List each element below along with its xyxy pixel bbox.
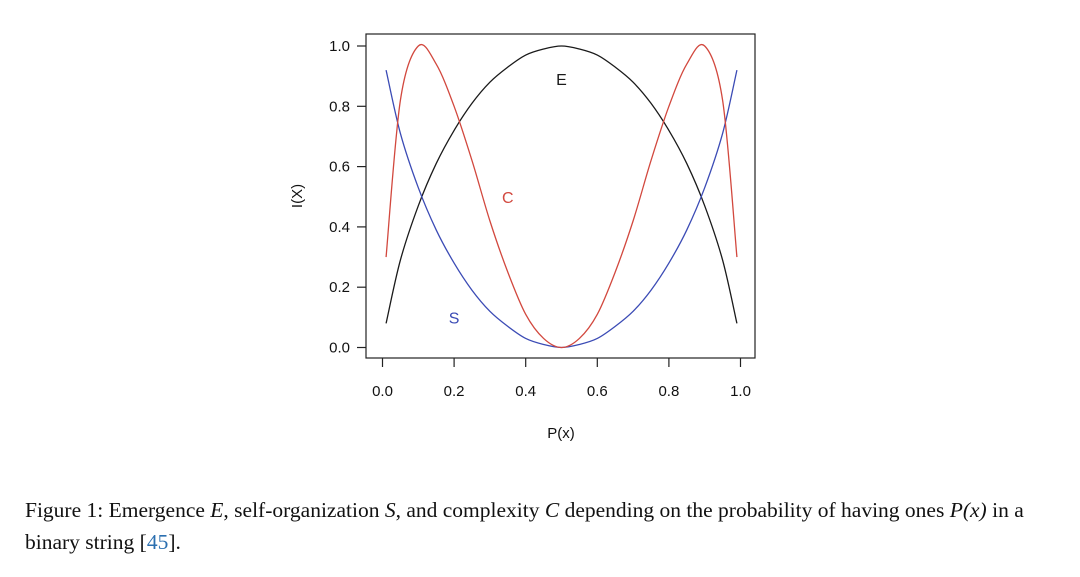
series-line-S bbox=[385, 69, 738, 349]
x-tick-label-3: 0.6 bbox=[587, 383, 608, 400]
series-label-S: S bbox=[449, 310, 460, 327]
series-line-C bbox=[385, 43, 738, 349]
y-tick-label-1: 0.2 bbox=[329, 279, 350, 296]
caption-part2: , self-organization bbox=[223, 498, 385, 522]
x-tick-label-4: 0.8 bbox=[658, 383, 679, 400]
series-group bbox=[385, 43, 738, 349]
y-tick-label-4: 0.8 bbox=[329, 98, 350, 115]
y-tick-label-5: 1.0 bbox=[329, 38, 350, 55]
x-tick-label-5: 1.0 bbox=[730, 383, 751, 400]
series-label-C: C bbox=[502, 190, 514, 207]
y-tick-label-2: 0.4 bbox=[329, 219, 350, 236]
figure-caption: Figure 1: Emergence E, self-organization… bbox=[25, 494, 1065, 558]
citation-link[interactable]: 45 bbox=[146, 530, 169, 554]
caption-var-e: E bbox=[210, 498, 224, 522]
series-labels: E C S bbox=[449, 72, 567, 327]
caption-suffix: ]. bbox=[168, 530, 181, 554]
caption-part5: in a binary string [ bbox=[25, 498, 1024, 554]
caption-part4: depending on the probability of having o… bbox=[559, 498, 950, 522]
figure-chart: 0.0 0.2 0.4 0.6 0.8 1.0 0.0 0.2 0.4 0.6 0.8 1.0 P(x)… bbox=[289, 33, 756, 442]
series-line-E bbox=[385, 45, 738, 324]
y-tick-label-0: 0.0 bbox=[329, 340, 350, 357]
x-tick-label-0: 0.0 bbox=[372, 383, 393, 400]
caption-prefix: Figure 1: Emergence bbox=[25, 498, 211, 522]
caption-var-s: S bbox=[384, 498, 396, 522]
series-label-E: E bbox=[556, 72, 567, 89]
y-tick-label-3: 0.6 bbox=[329, 159, 350, 176]
caption-var-c: C bbox=[544, 498, 560, 522]
y-axis-title: I(X) bbox=[289, 184, 306, 208]
plot-frame bbox=[365, 33, 756, 359]
caption-var-px: P(x) bbox=[949, 498, 987, 522]
x-tick-label-1: 0.2 bbox=[444, 383, 465, 400]
x-axis-title: P(x) bbox=[547, 425, 575, 442]
caption-part3: , and complexity bbox=[395, 498, 545, 522]
axes: 0.0 0.2 0.4 0.6 0.8 1.0 0.0 0.2 0.4 0.6 0.8 1.0 P(x)… bbox=[289, 33, 756, 442]
x-tick-label-2: 0.4 bbox=[515, 383, 536, 400]
